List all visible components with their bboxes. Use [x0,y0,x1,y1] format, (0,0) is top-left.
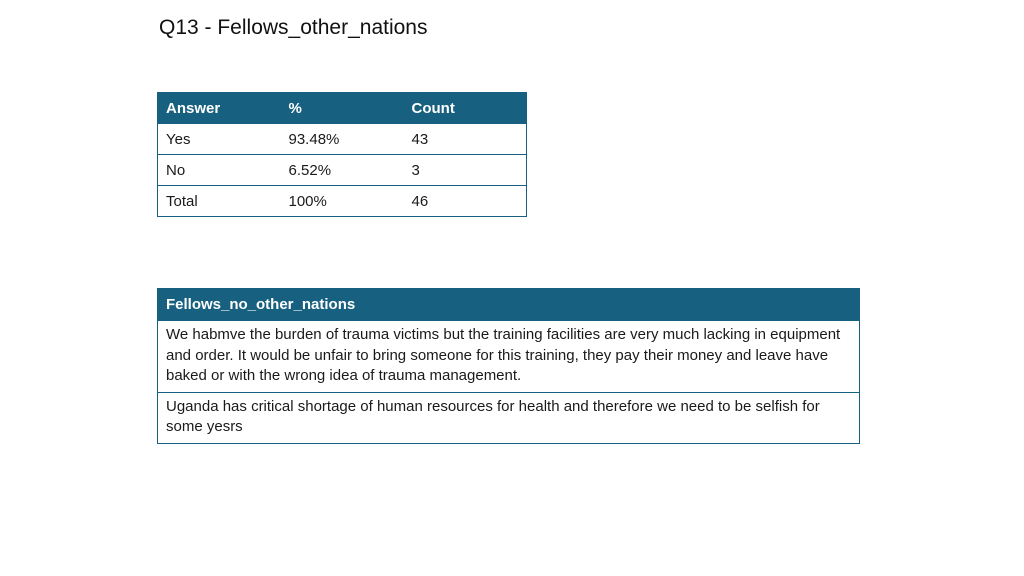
answer-cell: Yes [157,123,281,155]
table-row: Yes 93.48% 43 [157,123,527,155]
answer-cell: Total [157,185,281,217]
table-row: No 6.52% 3 [157,154,527,186]
page-title: Q13 - Fellows_other_nations [159,16,428,39]
comment-cell: We habmve the burden of trauma victims b… [157,320,860,392]
table-header-row: Answer % Count [157,92,527,124]
table-row: Total 100% 46 [157,185,527,217]
answer-summary-table: Answer % Count Yes 93.48% 43 No 6.52% 3 … [157,92,527,217]
column-header-comments: Fellows_no_other_nations [157,288,860,321]
comment-cell: Uganda has critical shortage of human re… [157,391,860,443]
count-cell: 46 [403,185,527,217]
count-cell: 3 [403,154,527,186]
percent-cell: 6.52% [280,154,404,186]
percent-cell: 100% [280,185,404,217]
comments-table: Fellows_no_other_nations We habmve the b… [157,288,860,444]
table-header-row: Fellows_no_other_nations [157,288,860,321]
column-header-answer: Answer [157,92,281,124]
table-row: Uganda has critical shortage of human re… [157,391,860,443]
percent-cell: 93.48% [280,123,404,155]
column-header-percent: % [280,92,404,124]
answer-cell: No [157,154,281,186]
column-header-count: Count [403,92,527,124]
count-cell: 43 [403,123,527,155]
table-row: We habmve the burden of trauma victims b… [157,320,860,392]
